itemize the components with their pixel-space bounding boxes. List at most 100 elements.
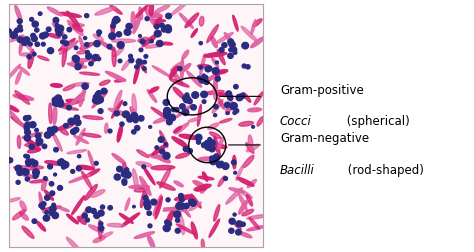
Ellipse shape: [52, 131, 62, 152]
Ellipse shape: [69, 175, 90, 183]
Ellipse shape: [198, 177, 214, 180]
Circle shape: [85, 43, 89, 48]
Ellipse shape: [239, 122, 254, 127]
Circle shape: [61, 41, 65, 45]
Ellipse shape: [25, 143, 42, 147]
Ellipse shape: [14, 166, 37, 170]
Ellipse shape: [213, 144, 227, 149]
Circle shape: [86, 54, 92, 60]
Ellipse shape: [207, 26, 219, 43]
Ellipse shape: [9, 111, 23, 127]
Circle shape: [209, 140, 215, 146]
Circle shape: [94, 41, 100, 48]
Circle shape: [183, 147, 188, 152]
Circle shape: [84, 15, 89, 19]
Circle shape: [35, 174, 38, 177]
Circle shape: [208, 138, 211, 142]
Circle shape: [75, 57, 79, 61]
Circle shape: [108, 206, 112, 210]
Circle shape: [60, 159, 64, 163]
Ellipse shape: [80, 43, 93, 50]
Ellipse shape: [216, 94, 233, 97]
Ellipse shape: [28, 50, 34, 69]
Circle shape: [27, 116, 31, 120]
Circle shape: [74, 116, 80, 121]
Circle shape: [36, 139, 40, 143]
Ellipse shape: [157, 182, 175, 191]
Circle shape: [149, 126, 152, 129]
Ellipse shape: [76, 129, 85, 145]
Ellipse shape: [162, 43, 173, 46]
Circle shape: [164, 108, 171, 114]
Ellipse shape: [246, 143, 254, 154]
Ellipse shape: [188, 118, 200, 122]
Ellipse shape: [77, 51, 87, 55]
Ellipse shape: [137, 60, 146, 74]
Ellipse shape: [140, 177, 151, 196]
Circle shape: [172, 108, 176, 112]
Circle shape: [56, 97, 60, 101]
Ellipse shape: [171, 70, 183, 86]
Ellipse shape: [226, 102, 233, 115]
Ellipse shape: [132, 94, 137, 114]
Ellipse shape: [45, 161, 62, 165]
Circle shape: [135, 126, 140, 131]
Ellipse shape: [213, 79, 218, 101]
Circle shape: [46, 28, 51, 32]
Ellipse shape: [138, 38, 148, 43]
Circle shape: [37, 139, 43, 145]
Circle shape: [210, 159, 217, 165]
Circle shape: [52, 98, 59, 104]
Ellipse shape: [197, 65, 210, 68]
Circle shape: [39, 34, 46, 40]
Circle shape: [204, 144, 208, 148]
Circle shape: [77, 167, 81, 171]
Ellipse shape: [147, 90, 156, 103]
Ellipse shape: [69, 91, 86, 107]
Circle shape: [140, 40, 145, 45]
Ellipse shape: [79, 90, 85, 107]
Ellipse shape: [155, 197, 162, 219]
Ellipse shape: [121, 213, 140, 227]
Circle shape: [204, 76, 208, 80]
Circle shape: [121, 171, 128, 177]
Circle shape: [16, 181, 20, 184]
Circle shape: [61, 161, 66, 166]
Circle shape: [27, 55, 31, 60]
Ellipse shape: [20, 212, 28, 220]
Circle shape: [68, 119, 75, 125]
Ellipse shape: [76, 62, 83, 70]
Ellipse shape: [249, 218, 260, 229]
Ellipse shape: [147, 235, 155, 249]
Circle shape: [179, 194, 183, 198]
Circle shape: [35, 29, 39, 33]
Circle shape: [55, 96, 62, 102]
Circle shape: [85, 51, 90, 55]
Circle shape: [199, 67, 202, 70]
Ellipse shape: [204, 91, 224, 95]
Ellipse shape: [23, 137, 34, 145]
Ellipse shape: [243, 156, 254, 168]
Circle shape: [185, 93, 189, 97]
Circle shape: [107, 45, 112, 50]
Ellipse shape: [154, 19, 161, 28]
Ellipse shape: [200, 54, 205, 76]
Ellipse shape: [60, 42, 78, 55]
Circle shape: [17, 20, 22, 24]
Ellipse shape: [131, 13, 136, 29]
Ellipse shape: [137, 150, 149, 158]
Circle shape: [116, 19, 120, 23]
Ellipse shape: [122, 59, 131, 71]
Circle shape: [47, 128, 52, 132]
Circle shape: [117, 167, 122, 172]
Ellipse shape: [134, 66, 139, 84]
Ellipse shape: [129, 185, 149, 189]
Ellipse shape: [238, 194, 247, 210]
Circle shape: [122, 179, 127, 184]
Circle shape: [162, 28, 167, 33]
Circle shape: [111, 25, 115, 29]
Ellipse shape: [43, 206, 61, 210]
Ellipse shape: [93, 35, 103, 42]
Circle shape: [176, 203, 183, 209]
Ellipse shape: [53, 107, 57, 125]
